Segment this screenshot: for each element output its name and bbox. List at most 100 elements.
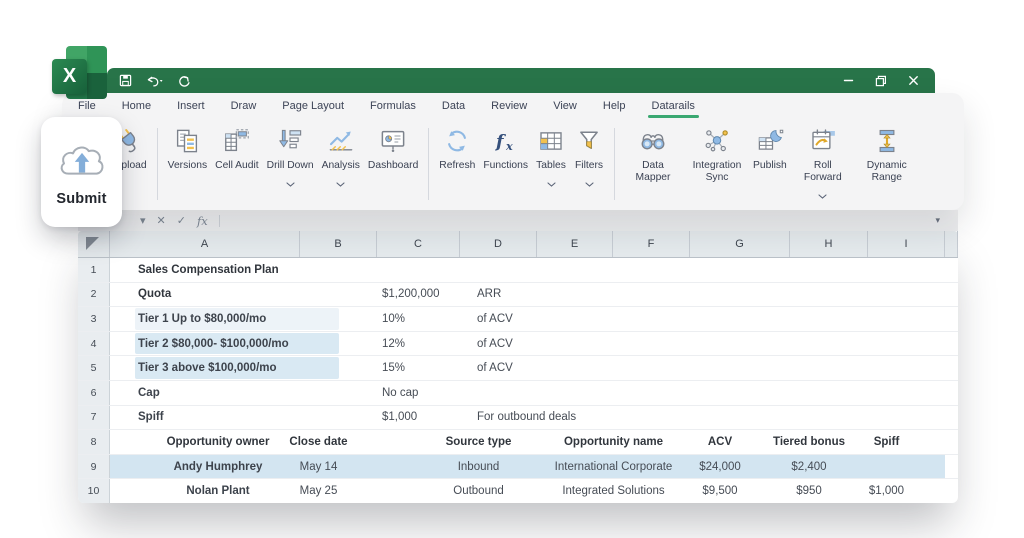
insert-function-icon[interactable]: fx: [196, 213, 208, 228]
cell-A1[interactable]: Sales Compensation Plan: [138, 263, 279, 276]
cell-C7[interactable]: $1,000: [382, 411, 418, 424]
cell-G10[interactable]: $9,500: [702, 485, 738, 498]
ribbon-button-tables[interactable]: Tables: [532, 125, 570, 192]
tab-formulas[interactable]: Formulas: [370, 99, 416, 112]
tab-datarails[interactable]: Datarails: [647, 100, 699, 118]
cell-A9[interactable]: Andy Humphrey: [173, 460, 263, 473]
column-header-b[interactable]: B: [300, 231, 377, 257]
cell-H9[interactable]: $2,400: [791, 460, 827, 473]
cell-D9[interactable]: Inbound: [457, 460, 500, 473]
enter-icon[interactable]: ✓: [176, 215, 186, 227]
cell-A2[interactable]: Quota: [138, 288, 172, 301]
ribbon-button-data-mapper[interactable]: Data Mapper: [621, 125, 685, 184]
submit-button-popup[interactable]: Submit: [41, 117, 122, 227]
column-header-a[interactable]: A: [110, 231, 300, 257]
row-number[interactable]: 7: [78, 405, 110, 430]
cell-A8[interactable]: Opportunity owner: [166, 435, 270, 448]
cell-D4[interactable]: of ACV: [477, 337, 513, 350]
cell-C4[interactable]: 12%: [382, 337, 406, 350]
ribbon-button-roll-forward[interactable]: Roll Forward: [791, 125, 855, 204]
cell-H8[interactable]: Tiered bonus: [773, 435, 845, 448]
chevron-down-icon[interactable]: [818, 186, 827, 204]
row-number[interactable]: 9: [78, 454, 110, 479]
column-header-f[interactable]: F: [613, 231, 690, 257]
column-header-i[interactable]: I: [868, 231, 945, 257]
redo-icon[interactable]: [177, 74, 191, 87]
cell-D7[interactable]: For outbound deals: [477, 411, 577, 424]
minimize-icon[interactable]: [843, 75, 854, 86]
save-icon[interactable]: [119, 74, 132, 87]
cell-A6[interactable]: Cap: [138, 386, 160, 399]
row-number[interactable]: 2: [78, 282, 110, 307]
tab-review[interactable]: Review: [491, 99, 528, 112]
cell-G8[interactable]: ACV: [707, 435, 733, 448]
ribbon-button-cell-audit[interactable]: Cell Audit: [211, 125, 263, 172]
ribbon-button-dashboard[interactable]: Dashboard: [364, 125, 422, 172]
row-number[interactable]: 3: [78, 307, 110, 331]
cell-D3[interactable]: of ACV: [477, 312, 513, 325]
ribbon-collapse-icon[interactable]: ▾: [935, 215, 940, 225]
tab-insert[interactable]: Insert: [177, 99, 205, 112]
ribbon-button-functions[interactable]: f x Functions: [479, 125, 532, 172]
cell-A10[interactable]: Nolan Plant: [186, 485, 250, 498]
ribbon-button-versions[interactable]: Versions: [164, 125, 212, 172]
cell-A3[interactable]: Tier 1 Up to $80,000/mo: [138, 312, 267, 325]
tab-page-layout[interactable]: Page Layout: [282, 99, 345, 112]
row-number[interactable]: 10: [78, 479, 110, 503]
row-number[interactable]: 4: [78, 331, 110, 356]
chevron-down-icon[interactable]: [336, 174, 345, 192]
cell-E10[interactable]: Integrated Solutions: [562, 485, 665, 498]
cell-E9[interactable]: International Corporate: [554, 460, 673, 473]
ribbon-button-drill-down[interactable]: Drill Down: [263, 125, 318, 192]
column-header-d[interactable]: D: [460, 231, 537, 257]
cell-G9[interactable]: $24,000: [699, 460, 741, 473]
cell-H10[interactable]: $950: [796, 485, 822, 498]
tab-file[interactable]: File: [78, 99, 96, 112]
row-number[interactable]: 5: [78, 356, 110, 380]
row-number[interactable]: 6: [78, 380, 110, 405]
row-number[interactable]: 8: [78, 430, 110, 454]
tab-draw[interactable]: Draw: [230, 99, 257, 112]
undo-icon[interactable]: [145, 74, 164, 87]
ribbon-button-refresh[interactable]: Refresh: [435, 125, 479, 172]
cell-D5[interactable]: of ACV: [477, 362, 513, 375]
cell-C6[interactable]: No cap: [382, 386, 419, 399]
chevron-down-icon[interactable]: [584, 174, 594, 192]
cell-D8[interactable]: Source type: [445, 435, 512, 448]
cell-I8[interactable]: Spiff: [873, 435, 900, 448]
cell-B9[interactable]: May 14: [299, 460, 338, 473]
ribbon-button-analysis[interactable]: Analysis: [318, 125, 364, 192]
namebox-dropdown-icon[interactable]: ▾: [140, 215, 146, 227]
column-header-c[interactable]: C: [377, 231, 460, 257]
select-all-corner[interactable]: [78, 231, 110, 257]
cell-B8[interactable]: Close date: [289, 435, 348, 448]
cancel-icon[interactable]: ✕: [156, 215, 166, 227]
cell-A4[interactable]: Tier 2 $80,000- $100,000/mo: [138, 337, 289, 350]
row-number[interactable]: 1: [78, 258, 110, 282]
cell-D2[interactable]: ARR: [477, 288, 502, 301]
cell-E8[interactable]: Opportunity name: [563, 435, 664, 448]
cell-A5[interactable]: Tier 3 above $100,000/mo: [138, 362, 277, 375]
ribbon-button-publish[interactable]: Publish: [749, 125, 791, 172]
cell-D10[interactable]: Outbound: [453, 485, 504, 498]
restore-icon[interactable]: [875, 75, 887, 87]
chevron-down-icon[interactable]: [546, 174, 556, 192]
cell-I10[interactable]: $1,000: [868, 485, 905, 498]
cell-C5[interactable]: 15%: [382, 362, 406, 375]
cell-B10[interactable]: May 25: [299, 485, 338, 498]
column-header-h[interactable]: H: [790, 231, 868, 257]
cell-A7[interactable]: Spiff: [138, 411, 164, 424]
cell-C2[interactable]: $1,200,000: [382, 288, 440, 301]
ribbon-button-integration-sync[interactable]: Integration Sync: [685, 125, 749, 184]
column-header-e[interactable]: E: [537, 231, 613, 257]
tab-view[interactable]: View: [553, 99, 577, 112]
tab-home[interactable]: Home: [121, 99, 152, 112]
chevron-down-icon[interactable]: [286, 174, 295, 192]
ribbon-button-dynamic-range[interactable]: Dynamic Range: [855, 125, 919, 184]
tab-data[interactable]: Data: [441, 99, 466, 112]
cell-C3[interactable]: 10%: [382, 312, 406, 325]
column-header-g[interactable]: G: [690, 231, 790, 257]
close-icon[interactable]: [908, 75, 919, 86]
tab-help[interactable]: Help: [602, 99, 626, 112]
ribbon-button-filters[interactable]: Filters: [570, 125, 608, 192]
